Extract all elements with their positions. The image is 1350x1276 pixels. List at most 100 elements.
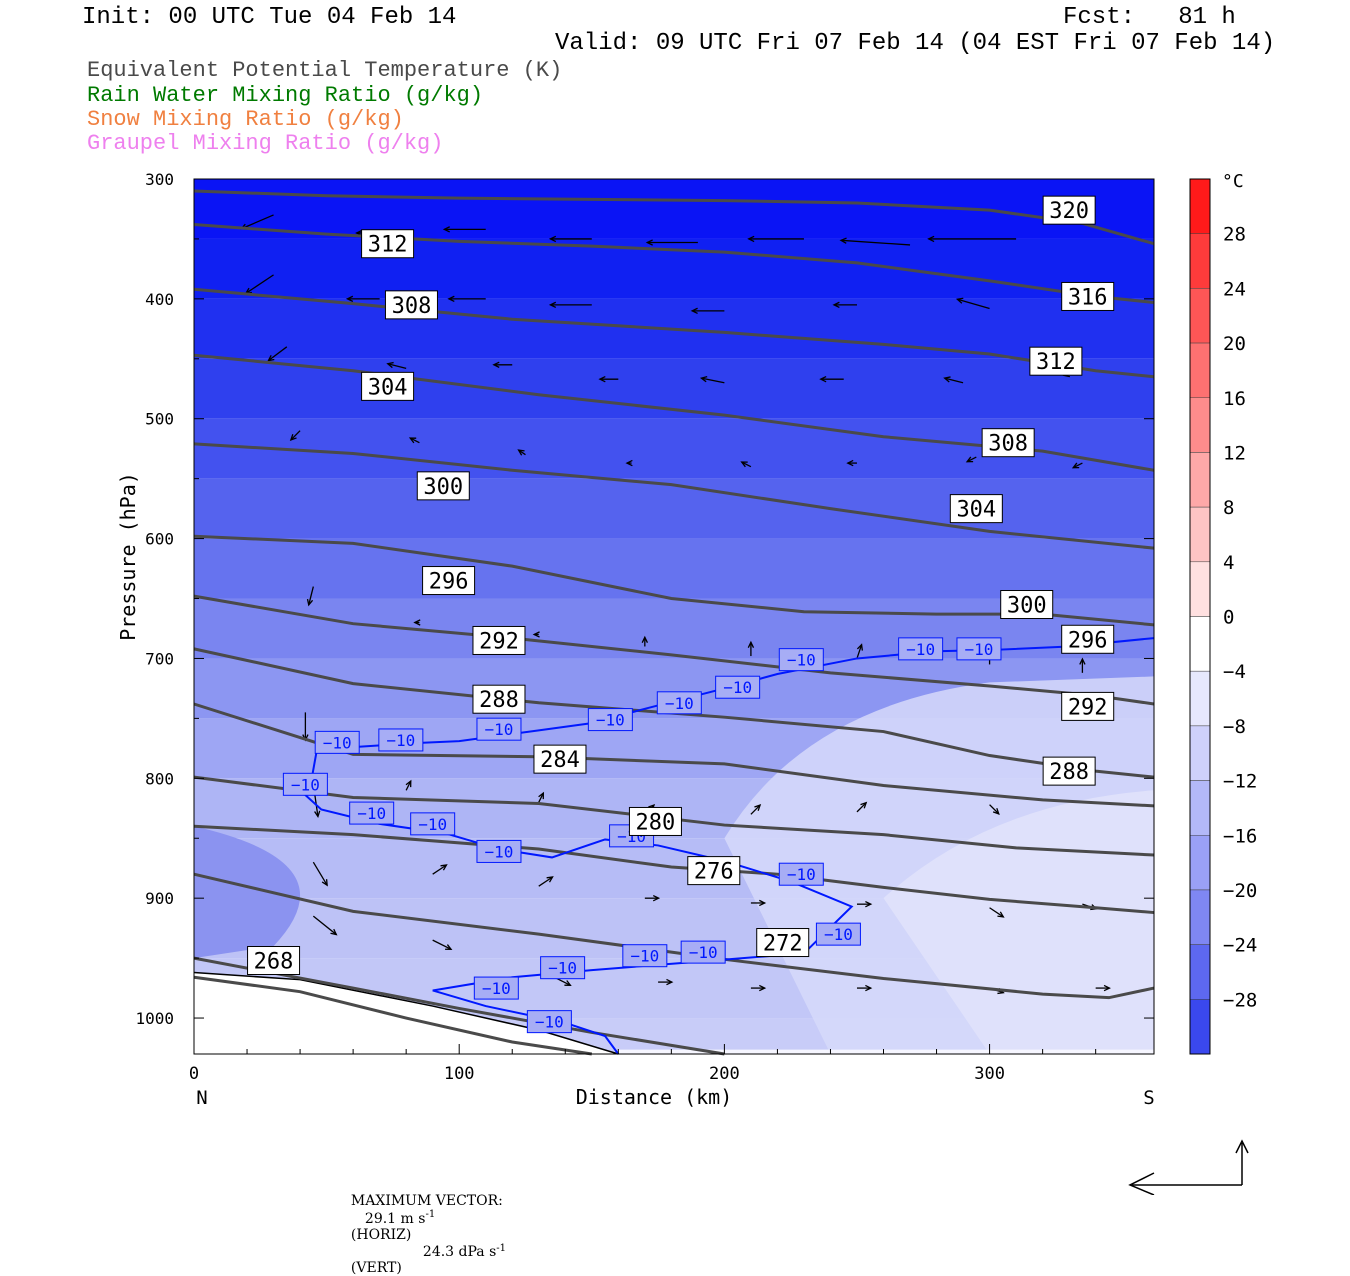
wind-vector (701, 377, 725, 384)
wind-vector-head (740, 461, 748, 468)
wind-vector (432, 864, 447, 875)
wind-vector-head (532, 631, 540, 638)
north-label: N (196, 1087, 207, 1109)
reference-vector-icon (1128, 1139, 1249, 1195)
theta-e-label: 284 (540, 748, 580, 773)
wind-vector-head (927, 235, 935, 243)
isotherm-label-box (282, 772, 328, 796)
theta-e-label: 280 (636, 810, 676, 835)
isotherm-label: −10 (622, 944, 668, 968)
wind-vector (538, 792, 544, 803)
legend-theta-e: Equivalent Potential Temperature (K) (87, 58, 563, 83)
colorbar-cell (1189, 670, 1211, 727)
colorbar-label: 8 (1223, 497, 1234, 519)
colorbar-cell (1189, 178, 1211, 234)
isotherm-label-box (540, 956, 586, 980)
isotherm-label-text: −10 (386, 731, 415, 750)
valid-time: Valid: 09 UTC Fri 07 Feb 14 (04 EST Fri … (555, 30, 1276, 57)
wind-vector-head (330, 928, 338, 936)
theta-e-label: 276 (694, 860, 734, 885)
wind-vector-head (759, 899, 767, 907)
isotherm-label-box (314, 730, 360, 754)
colorbar-label: −24 (1223, 935, 1257, 957)
max-vector-label: MAXIMUM VECTOR: (350, 1193, 503, 1209)
wind-vector-head (625, 459, 633, 467)
colorbar-cell (1189, 725, 1211, 781)
wind-vector-head (548, 235, 557, 243)
isotherm-label: −10 (956, 637, 1002, 661)
wind-vector-head (321, 879, 328, 887)
isotherm-label-text: −10 (965, 640, 994, 659)
y-tick-label: 900 (145, 889, 174, 908)
colorbar-unit: °C (1222, 171, 1244, 192)
isotherm-label-text: −10 (291, 775, 320, 794)
theta-e-label: 308 (988, 432, 1028, 457)
theta-e-label-box (422, 566, 476, 596)
wind-vector-head (832, 301, 840, 309)
colorbar-label: 24 (1223, 278, 1246, 300)
colorbar-label: 20 (1223, 333, 1246, 355)
wind-vector-head (564, 980, 572, 986)
wind-vector-head (267, 354, 275, 362)
theta-e-label: 300 (423, 475, 463, 500)
colorbar-label: 16 (1223, 388, 1246, 410)
wind-vector (741, 461, 752, 468)
theta-e-label-box (949, 494, 1003, 524)
wind-vector (290, 430, 301, 441)
isotherm-label-text: −10 (723, 678, 752, 697)
y-tick-label: 400 (145, 290, 174, 309)
isotherm-label-text: −10 (787, 651, 816, 670)
y-axis-title: Pressure (hPa) (116, 472, 140, 641)
isotherm-label: −10 (540, 956, 586, 980)
wind-vector-head (747, 640, 755, 648)
theta-e-label-box (416, 471, 470, 501)
wind-vector-head (548, 301, 557, 309)
isotherm-label-box (410, 812, 456, 836)
x-tick-label: 100 (444, 1064, 475, 1084)
wind-vector-head (546, 876, 554, 883)
x-tick-label: 0 (189, 1064, 199, 1084)
theta-e-contour (193, 956, 725, 1056)
colorbar-label: −16 (1223, 825, 1257, 847)
wind-vector (966, 456, 977, 463)
theta-e-label-box (1042, 195, 1096, 225)
theta-e-label-box (1061, 624, 1115, 654)
max-vert-exp: -1 (496, 1242, 507, 1254)
isotherm-label-box (898, 637, 944, 661)
isotherm-label-box (526, 1010, 572, 1034)
max-horiz-exp: -1 (425, 1209, 436, 1220)
wind-vector (409, 437, 420, 444)
legend-graupel: Graupel Mixing Ratio (g/kg) (87, 131, 444, 156)
wind-vector (387, 363, 407, 370)
max-vert-tag: (VERT) (350, 1260, 402, 1276)
colorbar-label: −28 (1223, 989, 1257, 1011)
colorbar-cell (1189, 944, 1211, 1000)
isotherm-label-box (815, 922, 861, 946)
colorbar-cell (1189, 452, 1211, 508)
y-tick-label: 700 (145, 649, 174, 668)
wind-vector-head (699, 376, 708, 383)
warm-region (883, 790, 1154, 1054)
theta-e-label: 312 (368, 233, 408, 258)
colorbar-cell (1189, 616, 1211, 672)
theta-e-label: 296 (1068, 628, 1108, 653)
colorbar-cell (1189, 506, 1211, 563)
wind-vector-head (943, 376, 951, 383)
wind-vector-head (645, 239, 653, 246)
max-horiz-value: 29.1 m s (364, 1210, 426, 1227)
colorbar-cell (1189, 233, 1211, 289)
plot-frame (193, 178, 1155, 1055)
wind-vector-head (846, 459, 854, 467)
theta-e-contour (193, 775, 1155, 857)
isotherm-label-box (778, 648, 824, 672)
wind-vector-head (289, 434, 297, 441)
theta-e-label: 292 (1068, 695, 1108, 720)
isotherm-label: −10 (314, 730, 360, 754)
wind-vector-head (442, 226, 450, 233)
wind-vector (856, 802, 867, 813)
colorbar-cell (1189, 999, 1211, 1055)
isotherm-label-text: −10 (665, 694, 694, 713)
wind-vector (989, 804, 1000, 815)
isotherm-label: −10 (378, 728, 424, 752)
isotherm-label-text: −10 (323, 733, 352, 752)
